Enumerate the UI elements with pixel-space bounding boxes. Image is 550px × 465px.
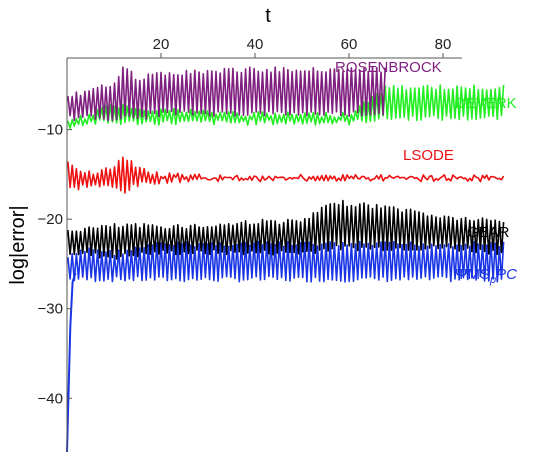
series-transient-line (66, 272, 77, 453)
x-tick-label: 60 (341, 36, 358, 53)
y-tick-label: −20 (38, 211, 63, 228)
series-label: GEAR (467, 224, 510, 241)
x-tick-label: 20 (153, 36, 170, 53)
series-labels: ROSENBROCK DEVERK LSODE GEAR ΨMSpPC (335, 59, 517, 286)
series-lsode-band (67, 156, 505, 194)
series-line (67, 84, 505, 130)
series-ms-band (66, 240, 505, 453)
x-axis-title: t (265, 5, 271, 27)
axis-ticks: 20 40 60 80 −10 −20 −30 −40 (38, 36, 452, 407)
series-deverk-band (67, 84, 505, 130)
y-tick-label: −30 (38, 301, 63, 318)
series-rosenbrock-band (67, 66, 386, 122)
series-label: ROSENBROCK (335, 59, 442, 76)
y-tick-label: −40 (38, 390, 63, 407)
series-label: DEVERK (455, 95, 517, 112)
series-line (67, 199, 505, 260)
x-tick-label: 80 (435, 36, 452, 53)
series-line (67, 66, 386, 122)
series-gear-band (67, 199, 505, 260)
axes (66, 57, 462, 452)
series-label: ΨMSpPC (455, 266, 517, 286)
y-axis-title: log|error| (7, 205, 29, 284)
series-label: LSODE (403, 147, 454, 164)
y-tick-label: −10 (38, 122, 63, 139)
series-line (67, 156, 505, 194)
series-line (67, 240, 505, 283)
x-tick-label: 40 (247, 36, 264, 53)
series-bands (66, 66, 505, 453)
